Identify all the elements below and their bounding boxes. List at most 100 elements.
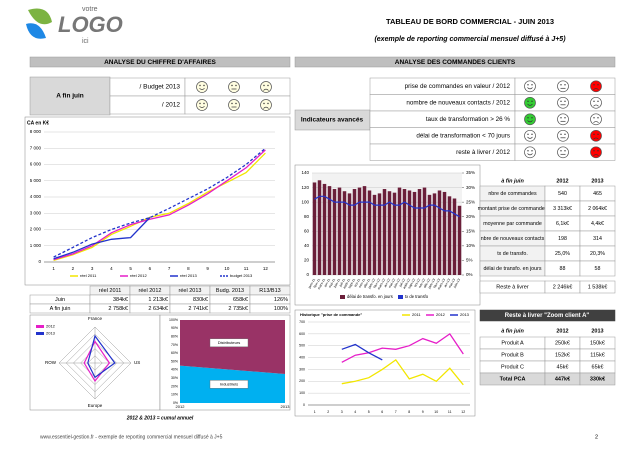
section-bar [29, 56, 291, 68]
series-line [314, 195, 460, 218]
bar [312, 182, 317, 275]
bar [407, 190, 412, 275]
smiley [557, 129, 569, 142]
y-tick-label: 100 [301, 199, 309, 204]
chart-title: CA en K€ [27, 120, 49, 126]
label: 447k€ [555, 376, 570, 382]
x-tick-label: 1 [52, 266, 55, 271]
smiley-face [557, 113, 569, 126]
bar [442, 191, 447, 275]
x-tick-label: 2012 [176, 404, 186, 409]
smiley-eye [593, 117, 595, 119]
y2-tick-label: 30% [466, 185, 475, 190]
y-tick-label: 20 [304, 258, 310, 263]
legend-swatch [36, 332, 44, 335]
label: 152k€ [555, 352, 570, 358]
smiley [557, 96, 569, 109]
label: R13/B13 [259, 288, 280, 294]
x-tick-label: mars-13 [437, 278, 447, 291]
smiley-face [524, 146, 536, 159]
smiley [228, 99, 240, 111]
smiley-eye [527, 150, 529, 152]
smiley-face [524, 80, 536, 93]
label: Produit C [501, 364, 524, 370]
y-tick-label: 500 [299, 344, 305, 348]
smiley-eye [560, 133, 562, 135]
legend-label: tx de transfo [405, 294, 429, 299]
legend-label: 2013 [460, 312, 470, 317]
series-line [53, 217, 151, 260]
smiley-eye [527, 117, 529, 119]
legend-swatch [36, 325, 44, 328]
section-title: ANALYSE DES COMMANDES CLIENTS [395, 59, 516, 66]
smiley-eye [531, 150, 533, 152]
label: 100% [274, 306, 288, 312]
smiley-face [228, 99, 240, 111]
bar [322, 183, 327, 275]
cell-text: 314 [593, 236, 602, 242]
smiley-eye [560, 100, 562, 103]
cell-text: 465 [593, 191, 602, 197]
label: 2 741k€ [188, 306, 208, 312]
legend-label: réel 2011 [80, 273, 97, 278]
smiley-eye [564, 84, 566, 86]
bar [392, 192, 397, 275]
y-tick-label: 5 000 [30, 178, 42, 183]
y-tick-label: 20% [171, 384, 178, 388]
smiley-face [590, 146, 602, 159]
y-tick-label: 2 000 [30, 227, 42, 232]
smiley-eye [203, 102, 205, 105]
x-tick-label: oct-12 [413, 278, 421, 288]
x-tick-label: avr-13 [443, 278, 451, 288]
series-line [341, 332, 464, 363]
x-tick-label: 1 [314, 410, 316, 414]
logo-bottom: ici [82, 38, 89, 45]
legend-label: délai de transfo. en jours [347, 294, 393, 299]
cell-text: 540 [558, 191, 567, 197]
smiley [524, 96, 536, 109]
bar [432, 193, 437, 275]
smiley-eye [531, 100, 533, 103]
cell [249, 303, 291, 314]
x-tick-label: févr-12 [373, 278, 382, 289]
cell [579, 280, 616, 294]
legend-swatch [398, 295, 403, 299]
smiley [590, 80, 602, 93]
cell-text: montant prise de commandes [478, 206, 548, 212]
label: prise de commandes en valeur / 2012 [405, 83, 511, 90]
cell-text: 20,3% [590, 251, 605, 257]
legend-label: 2013 [46, 331, 56, 336]
label: 45k€ [557, 364, 569, 370]
x-tick-label: nov-11 [358, 278, 366, 289]
cell [579, 260, 616, 277]
smiley [260, 99, 272, 111]
label: / Budget 2013 [140, 84, 181, 91]
y-tick-label: 40 [304, 243, 310, 248]
label: 2 246k€ [553, 284, 573, 290]
chart-title: Historique "prise de commande" [300, 312, 362, 317]
caption: 2012 & 2013 = cumul annuel [126, 415, 194, 421]
label: délai de transformation < 70 jours [416, 132, 510, 139]
smiley-mouth [527, 103, 533, 106]
y2-tick-label: 20% [466, 214, 475, 219]
legend-label: 2011 [412, 312, 421, 317]
smiley-eye [531, 117, 533, 119]
smiley-mouth [199, 105, 205, 108]
y-tick-label: 4 000 [30, 194, 42, 199]
x-tick-label: janv-11 [307, 278, 316, 290]
y-tick-label: 1 000 [30, 243, 42, 248]
smiley [228, 81, 240, 93]
smiley-eye [597, 150, 599, 152]
series-line [341, 343, 383, 361]
logo-top: votre [82, 6, 98, 13]
smiley-mouth [527, 120, 533, 123]
smiley-eye [560, 117, 562, 119]
bar [417, 189, 422, 275]
cell-text: délai de transfo. en jours [483, 266, 541, 272]
smiley-mouth [263, 88, 269, 91]
label: 250k€ [555, 340, 570, 346]
x-tick-label: 11 [448, 410, 452, 414]
smiley-eye [235, 102, 237, 105]
label: Total PCA [500, 376, 526, 382]
